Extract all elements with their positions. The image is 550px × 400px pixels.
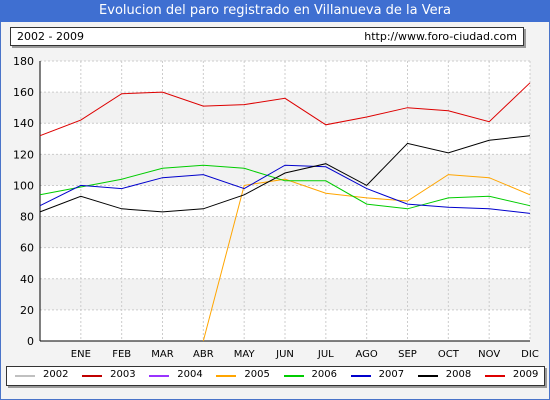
legend-label: 2009 [512,369,539,380]
y-tick-label: 160 [13,86,34,99]
legend-label: 2007 [378,369,405,380]
series-line-2006 [39,164,531,210]
series-line-2009 [39,82,531,137]
y-tick-label: 20 [20,304,34,317]
legend-swatch [82,375,103,377]
legend-swatch [149,375,170,377]
legend-label: 2003 [110,369,136,380]
legend-swatch [350,375,371,377]
chart-title: Evolucion del paro registrado en Villanu… [0,0,550,22]
y-tick-label: 40 [20,273,34,286]
x-tick-label: OCT [438,349,460,360]
x-tick-label: JUN [275,349,294,360]
legend-swatch [283,375,304,377]
x-tick-label: FEB [112,349,131,360]
legend-swatch [417,375,438,377]
y-tick-label: 60 [20,242,34,255]
legend-label: 2006 [311,369,337,380]
series-line-2008 [39,135,531,213]
x-tick-label: NOV [478,349,500,360]
legend-label: 2004 [177,369,203,380]
y-tick-label: 180 [13,55,34,68]
x-tick-label: MAR [151,349,173,360]
x-tick-label: ENE [71,349,91,360]
series-line-2007 [39,164,531,214]
x-tick-label: AGO [356,349,378,360]
period-label: 2002 - 2009 [17,30,84,43]
y-tick-label: 80 [20,211,34,224]
source-url[interactable]: http://www.foro-ciudad.com [364,30,517,43]
legend-label: 2005 [244,369,270,380]
x-tick-label: DIC [521,349,539,360]
y-tick-label: 120 [13,148,34,161]
legend-label: 2002 [43,369,69,380]
legend: 2002 2003 2004 2005 2006 2007 2008 2009 [6,366,545,386]
x-tick-label: JUL [317,349,334,360]
x-tick-label: SEP [398,349,417,360]
y-tick-label: 0 [27,335,34,348]
x-tick-label: ABR [193,349,214,360]
y-tick-label: 100 [13,179,34,192]
y-tick-label: 140 [13,117,34,130]
legend-label: 2008 [445,369,472,380]
legend-swatch [484,375,505,377]
legend-swatch [15,375,35,377]
info-box: 2002 - 2009 http://www.foro-ciudad.com [10,27,524,46]
legend-swatch [216,375,237,377]
x-tick-label: MAY [234,349,256,360]
series-line-2005 [202,174,531,342]
